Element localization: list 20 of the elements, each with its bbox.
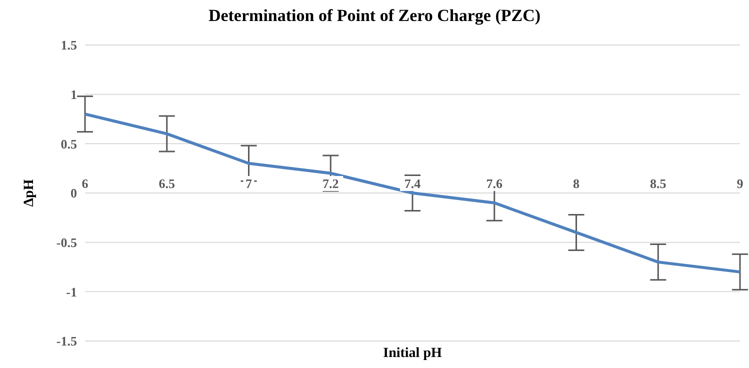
y-tick-label: 1 [70,86,77,102]
y-tick-label: 0 [70,186,77,201]
y-tick-label: 1.5 [60,38,78,53]
line-series [84,112,742,274]
x-tick-label: 7.2 [322,176,339,191]
chart-title: Determination of Point of Zero Charge (PZC) [207,6,542,26]
x-tick-label: 8 [573,176,580,191]
y-tick-label: -1 [66,284,77,300]
x-tick-label: 7 [246,176,252,191]
y-tick-label: 0.5 [60,136,78,152]
x-tick-label: 6 [82,176,89,191]
x-tick-label: 7.6 [486,176,503,191]
y-tick-label: -1.5 [56,334,78,349]
x-tick-label: 8.5 [650,176,667,191]
y-axis-title: ΔpH [22,179,38,207]
x-tick-label: 9 [736,176,744,191]
x-tick-label: 7.4 [404,176,422,191]
y-tick-label: -0.5 [56,234,78,250]
x-axis-title: Initial pH [382,346,443,362]
x-tick-label: 6.5 [158,176,176,191]
